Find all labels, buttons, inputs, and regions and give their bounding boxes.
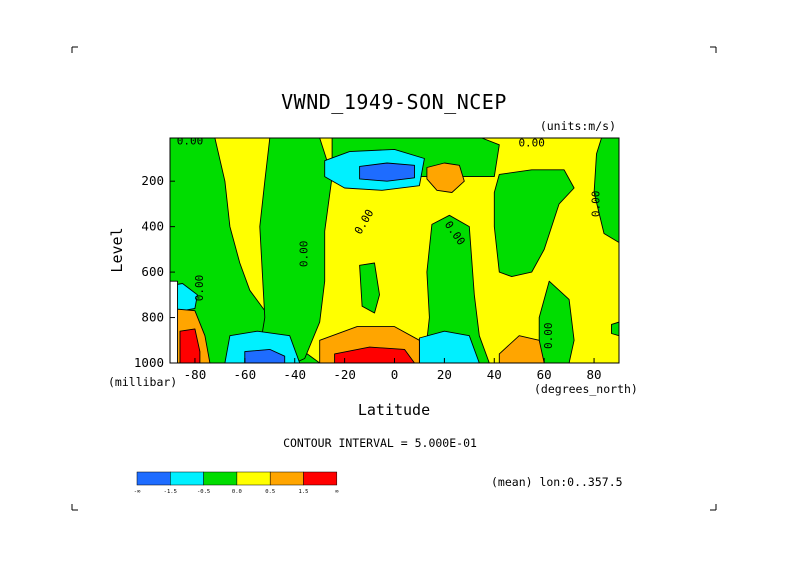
x-unit-label: (degrees_north) — [534, 382, 638, 396]
x-tick-label-7: 60 — [537, 367, 552, 382]
x-tick-label-6: 40 — [487, 367, 502, 382]
x-tick-label-4: 0 — [391, 367, 399, 382]
colorbar-swatch-4 — [269, 471, 304, 486]
subset-text: (mean) lon:0..357.5 — [491, 475, 623, 489]
contour-region-0 — [170, 138, 321, 363]
colorbar-label-5: 1.5 — [299, 489, 309, 495]
colorbar-swatch-5 — [303, 471, 338, 486]
chart-title: VWND_1949-SON_NCEP — [281, 90, 507, 114]
contour-region-21 — [170, 280, 178, 363]
x-axis-title: Latitude — [358, 401, 430, 419]
colorbar-label-1: -1.5 — [164, 489, 177, 495]
x-tick-label-0: -80 — [184, 367, 207, 382]
x-tick-label-5: 20 — [437, 367, 452, 382]
contour-interval-text: CONTOUR INTERVAL = 5.000E-01 — [283, 436, 477, 450]
colorbar-label-6: ∞ — [335, 489, 339, 495]
y-tick-label-4: 1000 — [134, 355, 164, 370]
colorbar-label-2: -0.5 — [197, 489, 210, 495]
contour-region-4 — [593, 138, 619, 243]
contour-label-0: 0.00 — [177, 134, 204, 147]
corner-mark-bottom-left — [71, 504, 78, 511]
contour-fills — [170, 138, 619, 363]
contour-region-11 — [426, 162, 465, 193]
contour-region-1 — [256, 138, 333, 363]
colorbar: -∞ -1.5 -0.5 0.0 0.5 1.5 ∞ — [134, 471, 339, 495]
plot-area: 0.00 0.000.000.00 0.000.000.000.00 — [170, 134, 619, 363]
contour-region-8 — [611, 321, 619, 337]
contour-label-6: 0.00 — [590, 191, 603, 218]
units-label: (units:m/s) — [540, 119, 616, 133]
x-axis: -80 -60 -40 -20 0 20 40 60 80 — [184, 358, 602, 382]
contour-label-2: 0.00 — [298, 241, 311, 268]
colorbar-swatch-1 — [170, 471, 204, 486]
contour-label-7: 0.00 — [542, 322, 555, 349]
corner-mark-top-left — [71, 46, 78, 53]
y-unit-label: (millibar) — [108, 375, 177, 389]
contour-region-6 — [538, 280, 575, 363]
colorbar-label-4: 0.5 — [265, 489, 275, 495]
colorbar-label-0: -∞ — [134, 489, 141, 495]
contour-label-5: 0.00 — [193, 275, 206, 302]
colorbar-swatch-2 — [203, 471, 238, 486]
corner-mark-bottom-right — [710, 504, 717, 511]
y-axis: 200 400 600 800 1000 — [134, 173, 175, 370]
colorbar-swatch-0 — [136, 471, 171, 486]
x-tick-label-3: -20 — [333, 367, 356, 382]
y-tick-label-3: 800 — [141, 310, 164, 325]
x-tick-label-8: 80 — [587, 367, 602, 382]
x-tick-label-1: -60 — [234, 367, 257, 382]
contour-region-17 — [498, 335, 545, 363]
contour-region-5 — [423, 214, 490, 363]
contour-region-20 — [179, 328, 201, 363]
x-tick-label-2: -40 — [283, 367, 306, 382]
contour-region-7 — [359, 262, 380, 314]
y-axis-title: Level — [108, 227, 126, 272]
colorbar-label-3: 0.0 — [232, 489, 242, 495]
y-tick-label-0: 200 — [141, 173, 164, 188]
corner-mark-top-right — [710, 46, 717, 53]
contour-label-1: 0.00 — [518, 137, 545, 150]
contour-region-3 — [493, 169, 575, 278]
corner-marks — [71, 46, 717, 511]
colorbar-swatch-3 — [236, 471, 271, 486]
y-tick-label-1: 400 — [141, 219, 164, 234]
y-tick-label-2: 600 — [141, 264, 164, 279]
contour-region-10 — [359, 162, 415, 182]
